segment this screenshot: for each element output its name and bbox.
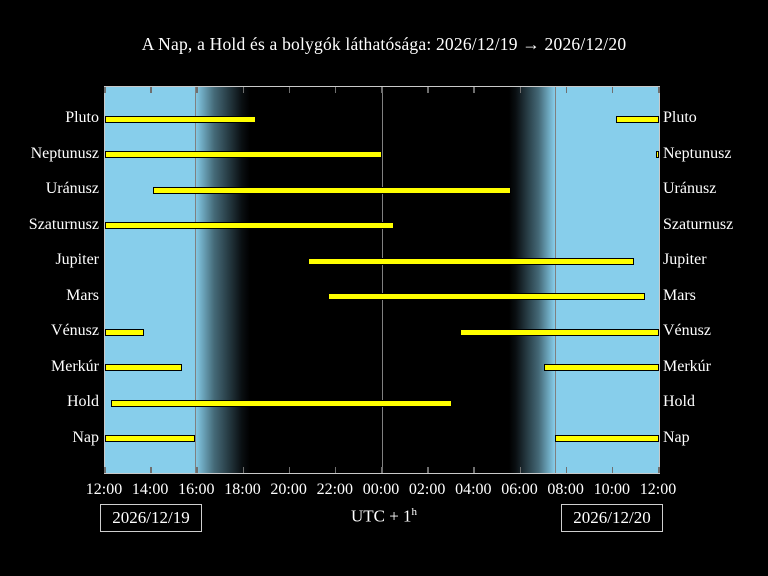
x-tick-label: 12:00 (639, 481, 677, 498)
visibility-bar-pluto (105, 115, 257, 123)
row-label-right-szaturnusz: Szaturnusz (663, 215, 734, 233)
x-tick-label: 04:00 (455, 481, 492, 498)
sunrise-line (554, 87, 556, 473)
axis-tick-top (565, 87, 568, 93)
x-tick-label: 10:00 (593, 481, 631, 498)
visibility-bar-merkúr (105, 364, 183, 371)
chart-title: A Nap, a Hold és a bolygók láthatósága: … (141, 34, 627, 54)
timezone-label: UTC + 1h (0, 506, 768, 527)
axis-tick-top (658, 87, 660, 93)
axis-tick-bottom (334, 467, 337, 473)
x-tick-label: 18:00 (224, 481, 261, 498)
dawn-band (508, 87, 556, 473)
axis-tick-bottom (519, 467, 521, 473)
visibility-bar-neptunusz (105, 151, 382, 158)
axis-tick-top (288, 87, 291, 93)
axis-tick-bottom (150, 467, 152, 473)
axis-tick-top (427, 87, 429, 93)
axis-tick-bottom (242, 467, 244, 473)
axis-tick-bottom (427, 467, 429, 473)
sunset-line (194, 87, 196, 473)
x-tick-label: 20:00 (270, 481, 307, 498)
axis-tick-top (611, 87, 614, 93)
row-label-left-mars: Mars (66, 286, 99, 304)
visibility-bar-vénusz (460, 328, 659, 336)
row-label-right-jupiter: Jupiter (663, 251, 707, 268)
axis-tick-top (150, 87, 152, 93)
visibility-bar-nap (555, 435, 659, 442)
row-label-left-nap: Nap (72, 428, 99, 446)
row-label-left-uránusz: Uránusz (45, 180, 99, 197)
x-tick-label: 06:00 (501, 481, 538, 498)
x-tick-label: 22:00 (316, 481, 354, 498)
axis-tick-bottom (611, 467, 614, 473)
axis-tick-top (519, 87, 521, 93)
row-label-left-jupiter: Jupiter (55, 251, 99, 268)
row-label-left-merkúr: Merkúr (51, 357, 99, 375)
x-tick-label: 08:00 (547, 481, 584, 498)
row-label-right-pluto: Pluto (663, 109, 697, 126)
row-label-left-hold: Hold (67, 393, 99, 410)
timezone-superscript: h (411, 506, 418, 518)
axis-tick-bottom (381, 467, 383, 473)
row-label-right-neptunusz: Neptunusz (663, 144, 732, 162)
visibility-bar-pluto (616, 115, 659, 123)
axis-tick-bottom (288, 467, 291, 473)
row-label-left-szaturnusz: Szaturnusz (28, 215, 99, 233)
axis-tick-top (381, 87, 383, 93)
date-box-right: 2026/12/20 (561, 504, 663, 532)
axis-tick-top (242, 87, 244, 93)
plot-area (104, 86, 660, 474)
timezone-prefix: UTC + 1 (350, 506, 412, 526)
axis-tick-bottom (104, 467, 106, 473)
visibility-bar-uránusz (153, 186, 512, 194)
date-box-left: 2026/12/19 (100, 504, 202, 532)
visibility-bar-mars (327, 293, 646, 300)
x-tick-label: 12:00 (85, 481, 123, 498)
day-band (105, 87, 196, 473)
x-tick-label: 00:00 (362, 481, 400, 498)
axis-tick-top (473, 87, 475, 93)
dusk-band (195, 87, 251, 473)
row-label-right-nap: Nap (663, 428, 690, 446)
row-label-right-vénusz: Vénusz (663, 322, 711, 339)
x-tick-label: 14:00 (131, 481, 169, 498)
visibility-bar-nap (105, 435, 196, 442)
row-label-right-mars: Mars (663, 286, 696, 304)
night-band (250, 87, 509, 473)
day-band (555, 87, 659, 473)
visibility-bar-szaturnusz (105, 222, 394, 229)
x-tick-label: 02:00 (408, 481, 446, 498)
axis-tick-top (104, 87, 106, 93)
axis-tick-bottom (658, 467, 660, 473)
axis-tick-bottom (473, 467, 475, 473)
row-label-left-pluto: Pluto (65, 109, 99, 126)
axis-tick-top (334, 87, 337, 93)
visibility-bar-hold (110, 399, 453, 407)
row-label-left-vénusz: Vénusz (51, 322, 99, 339)
visibility-bar-jupiter (308, 257, 634, 265)
visibility-bar-merkúr (543, 364, 659, 371)
row-label-right-uránusz: Uránusz (663, 180, 717, 197)
row-label-left-neptunusz: Neptunusz (30, 144, 99, 162)
visibility-bar-vénusz (105, 328, 145, 336)
axis-tick-bottom (565, 467, 568, 473)
row-label-right-hold: Hold (663, 393, 695, 410)
midnight-line (381, 87, 383, 473)
axis-tick-bottom (196, 467, 198, 473)
row-label-right-merkúr: Merkúr (663, 357, 711, 375)
axis-tick-top (196, 87, 198, 93)
x-tick-label: 16:00 (178, 481, 215, 498)
visibility-bar-neptunusz (655, 151, 659, 158)
